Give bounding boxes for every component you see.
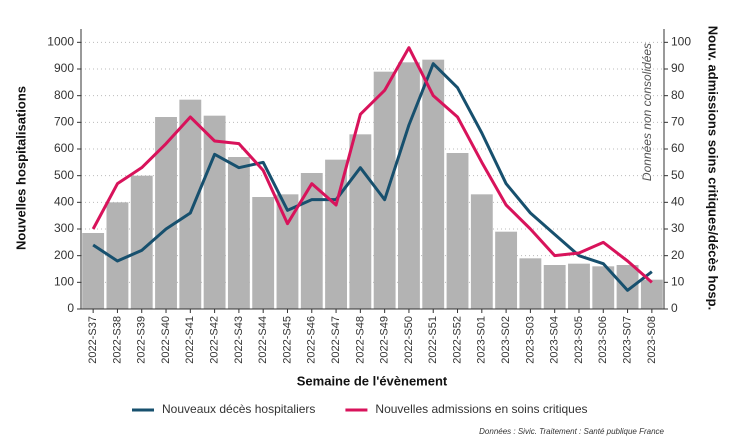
x-tick-label: 2022-S43	[233, 316, 245, 364]
y2-tick-label: 70	[671, 115, 685, 129]
x-tick-label: 2023-S06	[597, 316, 609, 364]
bar	[82, 233, 105, 309]
y2-axis-title: Nouv. admissions soins critiques/décès h…	[706, 26, 721, 310]
bar	[276, 194, 299, 309]
x-tick-label: 2022-S52	[451, 316, 463, 364]
bar	[519, 258, 542, 309]
bar	[543, 265, 566, 309]
x-tick-label: 2022-S37	[87, 316, 99, 364]
x-tick-label: 2022-S40	[160, 316, 172, 364]
x-tick-label: 2022-S46	[306, 316, 318, 364]
bar	[349, 134, 372, 309]
y-tick-label: 200	[54, 248, 74, 262]
bar	[252, 197, 275, 309]
y-tick-label: 700	[54, 115, 74, 129]
x-tick-label: 2022-S50	[403, 316, 415, 364]
y2-tick-label: 40	[671, 195, 685, 209]
bar	[179, 99, 202, 310]
x-tick-label: 2023-S05	[573, 316, 585, 364]
x-tick-label: 2023-S02	[500, 316, 512, 364]
x-tick-label: 2022-S41	[184, 316, 196, 364]
series-line	[92, 62, 653, 292]
x-tick-label: 2022-S51	[427, 316, 439, 364]
x-tick-label: 2022-S49	[379, 316, 391, 364]
x-tick-label: 2022-S42	[209, 316, 221, 364]
bar	[616, 265, 639, 309]
bar	[130, 175, 153, 309]
x-tick-label: 2023-S08	[646, 316, 658, 364]
bar	[227, 157, 250, 309]
y-tick-label: 900	[54, 61, 74, 75]
bar	[640, 279, 663, 309]
bar	[106, 202, 129, 309]
x-tick-label: 2023-S01	[476, 316, 488, 364]
y-axis-title: Nouvelles hospitalisations	[13, 86, 28, 250]
annotation: Données non consolidées	[640, 43, 654, 181]
y2-tick-label: 60	[671, 141, 685, 155]
bar	[373, 71, 396, 310]
bar	[446, 153, 469, 309]
legend-label: Nouvelles admissions en soins critiques	[375, 402, 587, 416]
bar	[495, 231, 518, 309]
y-tick-label: 100	[54, 275, 74, 289]
y2-tick-label: 10	[671, 275, 685, 289]
y2-tick-label: 90	[671, 61, 685, 75]
x-tick-label: 2022-S47	[330, 316, 342, 364]
y2-tick-label: 0	[671, 301, 678, 315]
y-tick-label: 0	[67, 301, 74, 315]
y-tick-label: 1000	[47, 35, 74, 49]
bar	[592, 266, 615, 309]
y-tick-label: 400	[54, 195, 74, 209]
x-tick-label: 2023-S04	[549, 316, 561, 364]
y2-tick-label: 30	[671, 221, 685, 235]
y-tick-label: 500	[54, 168, 74, 182]
bar	[568, 263, 590, 309]
y-tick-label: 600	[54, 141, 74, 155]
y2-tick-label: 20	[671, 248, 685, 262]
legend-label: Nouveaux décès hospitaliers	[162, 402, 315, 416]
x-tick-label: 2022-S38	[111, 316, 123, 364]
x-tick-label: 2023-S03	[524, 316, 536, 364]
bar	[325, 159, 347, 309]
bar	[398, 62, 420, 310]
bar	[203, 115, 226, 310]
source: Données : Sivic. Traitement : Santé publ…	[479, 427, 664, 436]
x-tick-label: 2022-S44	[257, 316, 269, 364]
bar	[155, 117, 177, 309]
x-tick-label: 2023-S07	[621, 316, 633, 364]
bar	[470, 194, 493, 309]
x-axis-title: Semaine de l'évènement	[297, 373, 448, 388]
bar	[422, 59, 445, 309]
y-tick-label: 800	[54, 88, 74, 102]
y2-tick-label: 50	[671, 168, 685, 182]
y2-tick-label: 100	[671, 35, 691, 49]
x-tick-label: 2022-S45	[281, 316, 293, 364]
x-tick-label: 2022-S39	[136, 316, 148, 364]
y-tick-label: 300	[54, 221, 74, 235]
series-line	[91, 46, 653, 284]
y2-tick-label: 80	[671, 88, 685, 102]
bar	[300, 173, 323, 309]
x-tick-label: 2022-S48	[354, 316, 366, 364]
